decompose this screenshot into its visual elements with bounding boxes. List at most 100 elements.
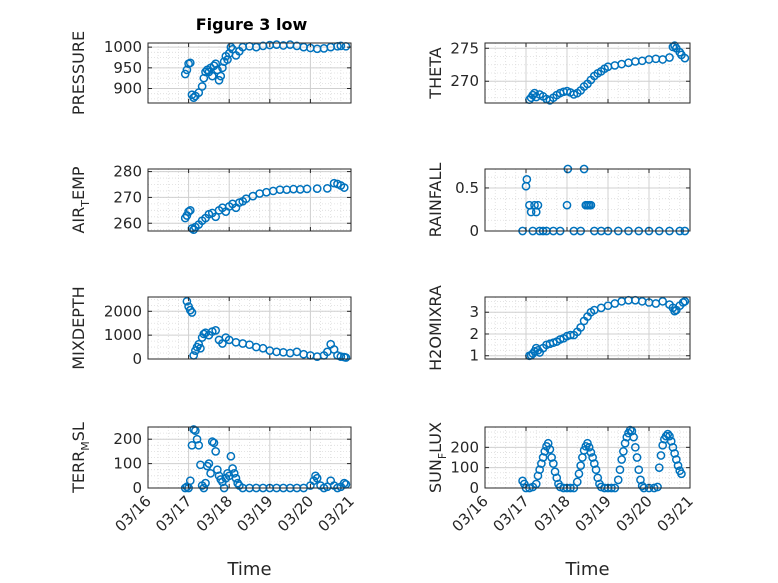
y-tick-label: 0.5 [455, 179, 479, 197]
data-point [312, 184, 322, 193]
y-tick-label: 950 [113, 59, 142, 77]
data-point [613, 475, 623, 485]
data-point [189, 93, 199, 102]
data-point [680, 297, 690, 306]
y-tick-label: 260 [113, 214, 142, 232]
y-axis-label-part: LUX [426, 422, 445, 453]
data-point [226, 42, 236, 52]
y-tick-label: 280 [113, 163, 142, 181]
y-tick-label: 270 [113, 188, 142, 206]
data-point [584, 442, 594, 452]
data-point [545, 445, 555, 454]
data-point [194, 440, 204, 450]
y-axis-label-subscript: M [79, 441, 92, 451]
subplot-2: 270 275 THETA [426, 39, 691, 105]
subplot-5: 0 1000 2000 MIXDEPTH [69, 286, 352, 370]
data-point [654, 463, 664, 473]
data-point [680, 53, 690, 63]
y-tick-label: 275 [450, 39, 479, 57]
y-axis-label-part: TERR [69, 451, 88, 494]
y-tick-label: 0 [469, 479, 479, 497]
data-point [196, 343, 205, 353]
data-point [530, 88, 539, 98]
y-axis-label: AIRTEMP [69, 166, 92, 233]
y-tick-label: 0 [132, 479, 142, 497]
data-point [653, 482, 662, 492]
x-tick-label: 03/19 [572, 492, 615, 535]
data-point [533, 345, 543, 355]
subplot-6: 1 2 3 H2OMIXRA [426, 285, 691, 371]
x-tick-label: 03/16 [112, 492, 155, 535]
y-axis-label-part: EMP [69, 166, 88, 200]
y-tick-label: 2 [469, 325, 479, 343]
y-tick-label: 1 [469, 347, 479, 365]
x-axis-label: Time [564, 559, 609, 580]
data-point [185, 58, 195, 68]
data-point [336, 41, 346, 51]
data-point [574, 469, 584, 479]
y-tick-label: 2000 [104, 302, 142, 320]
data-point [339, 478, 349, 488]
data-point [228, 464, 237, 473]
data-point [634, 465, 644, 475]
data-point [677, 469, 686, 479]
data-point [656, 451, 666, 460]
axes-box [484, 168, 691, 232]
data-point [182, 296, 192, 306]
data-point [185, 476, 195, 486]
y-axis-label: SUNFLUX [426, 422, 449, 493]
data-point [302, 184, 312, 194]
data-point [229, 469, 239, 478]
y-axis-label-subscript: T [79, 200, 92, 208]
y-tick-label: 3 [469, 303, 479, 321]
data-point [180, 69, 190, 79]
axes-box [147, 42, 352, 104]
data-point [583, 438, 592, 448]
data-point [661, 431, 671, 441]
data-point [211, 447, 221, 456]
y-axis-label: THETA [426, 47, 445, 99]
y-tick-label: 200 [113, 430, 142, 448]
data-point [673, 461, 683, 470]
y-axis-label-part: SL [69, 422, 88, 441]
y-tick-label: 1000 [104, 326, 142, 344]
data-point [312, 473, 322, 483]
data-point [211, 326, 221, 335]
axes-box [147, 296, 352, 360]
axes-box [484, 42, 691, 104]
data-point [184, 207, 193, 216]
y-tick-label: 100 [113, 455, 142, 473]
y-axis-label-subscript: F [436, 453, 449, 459]
data-point [204, 459, 214, 468]
y-tick-label: 200 [450, 438, 479, 456]
y-tick-label: 0 [469, 222, 479, 240]
y-tick-label: 1000 [104, 38, 142, 56]
axes-box [147, 426, 352, 489]
y-tick-label: 900 [113, 80, 142, 98]
x-tick-label: 03/17 [152, 492, 195, 535]
subplot-1: 900 950 1000 PRESSURE Figure 3 low [69, 15, 352, 115]
y-axis-label-part: AIR [69, 207, 88, 234]
data-point [576, 461, 586, 470]
data-point [617, 455, 627, 464]
x-tick-label: 03/21 [654, 492, 697, 535]
data-point [214, 75, 224, 85]
data-point [533, 200, 543, 210]
subplot-4: 0 0.5 RAINFALL [426, 163, 691, 240]
data-point [231, 473, 241, 483]
data-point [665, 431, 674, 441]
data-point [185, 205, 195, 215]
data-point [209, 438, 219, 448]
data-point [207, 71, 217, 81]
data-point [199, 329, 209, 339]
data-point [562, 200, 572, 210]
data-point [322, 184, 332, 193]
axes-box [147, 168, 352, 232]
y-axis-label: PRESSURE [69, 31, 88, 115]
data-point [201, 478, 210, 488]
data-point [665, 53, 674, 62]
y-tick-label: 0 [132, 350, 142, 368]
data-point [194, 339, 204, 349]
